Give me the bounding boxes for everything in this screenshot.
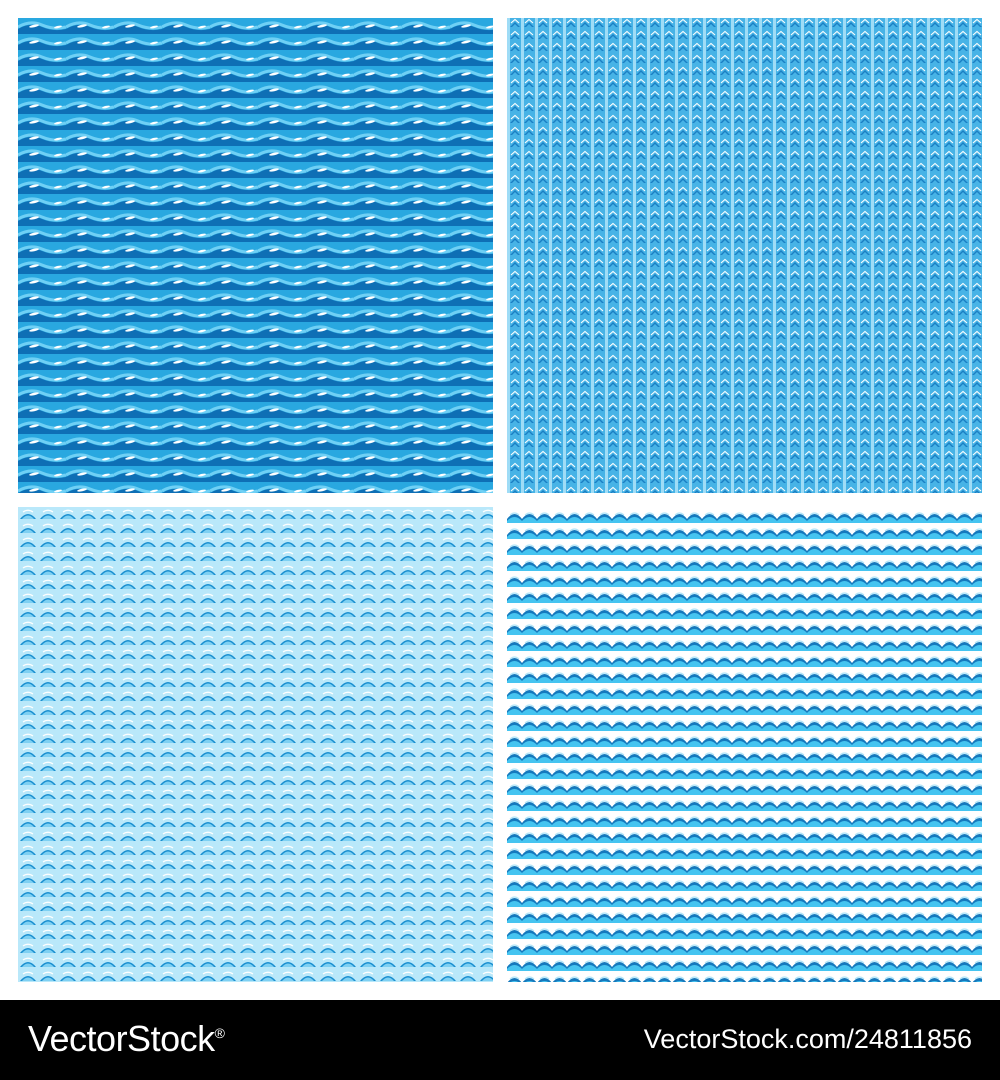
wave-pattern-tile-vertical: [507, 18, 982, 493]
vertical-chevrons-graphic: [507, 18, 982, 493]
scalloped-rows-graphic: [507, 507, 982, 982]
registered-mark: ®: [214, 1025, 225, 1041]
horizontal-waves-graphic: [18, 18, 493, 493]
watermark-footer: VectorStock® VectorStock.com/24811856: [0, 1000, 1000, 1080]
wave-pattern-tile-scallops: [507, 507, 982, 982]
brand-name: VectorStock: [28, 1018, 215, 1059]
wave-pattern-tile-scales: [18, 507, 493, 982]
brand-logo: VectorStock®: [28, 1018, 225, 1060]
scale-arcs-graphic: [18, 507, 493, 982]
image-id-label: VectorStock.com/24811856: [643, 1024, 972, 1054]
wave-pattern-tile-horizontal: [18, 18, 493, 493]
